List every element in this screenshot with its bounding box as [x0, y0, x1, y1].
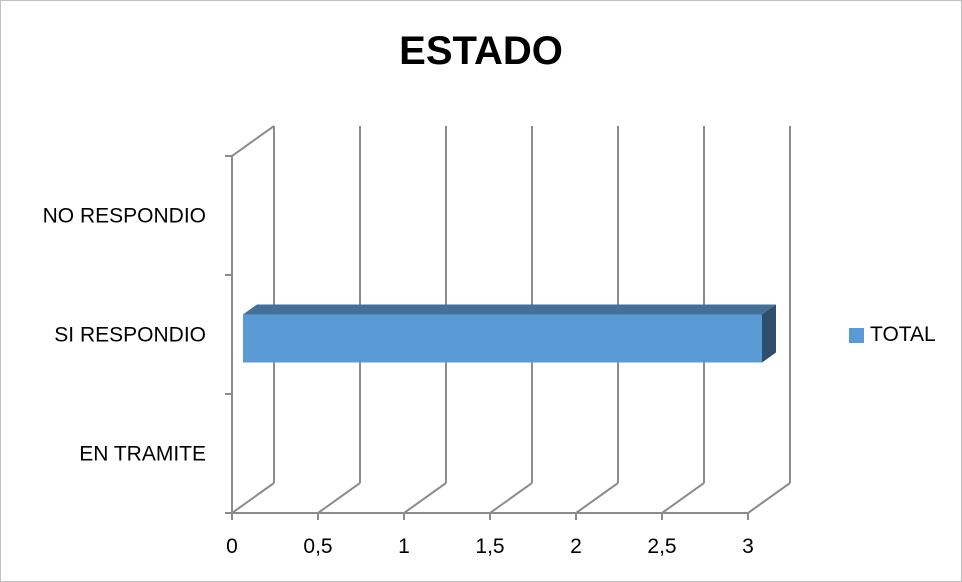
- x-tick-label: 1,5: [475, 535, 504, 558]
- category-label: NO RESPONDIO: [43, 205, 206, 228]
- x-tick-label: 1: [398, 535, 410, 558]
- legend: TOTAL: [849, 323, 936, 347]
- x-tick-label: 0: [226, 535, 238, 558]
- category-label: EN TRAMITE: [79, 443, 206, 466]
- floor-line: [403, 482, 447, 514]
- x-tick-label: 2,5: [647, 535, 676, 558]
- floor-line: [661, 482, 705, 514]
- floor-line: [317, 482, 361, 514]
- bar-si-respondio: [243, 314, 762, 363]
- legend-label: TOTAL: [870, 323, 936, 346]
- bar-side-face: [762, 304, 776, 363]
- category-label: SI RESPONDIO: [54, 324, 206, 347]
- x-tick-label: 2: [570, 535, 582, 558]
- bar-top-face: [243, 304, 776, 315]
- floor-line: [575, 482, 619, 514]
- chart-title: ESTADO: [399, 29, 563, 73]
- legend-swatch: [849, 327, 864, 343]
- floor-line: [231, 482, 275, 514]
- floor-line: [747, 482, 791, 514]
- x-tick-label: 0,5: [303, 535, 332, 558]
- x-tick-label: 3: [742, 535, 754, 558]
- floor-line: [489, 482, 533, 514]
- wall-top-edge: [231, 125, 275, 157]
